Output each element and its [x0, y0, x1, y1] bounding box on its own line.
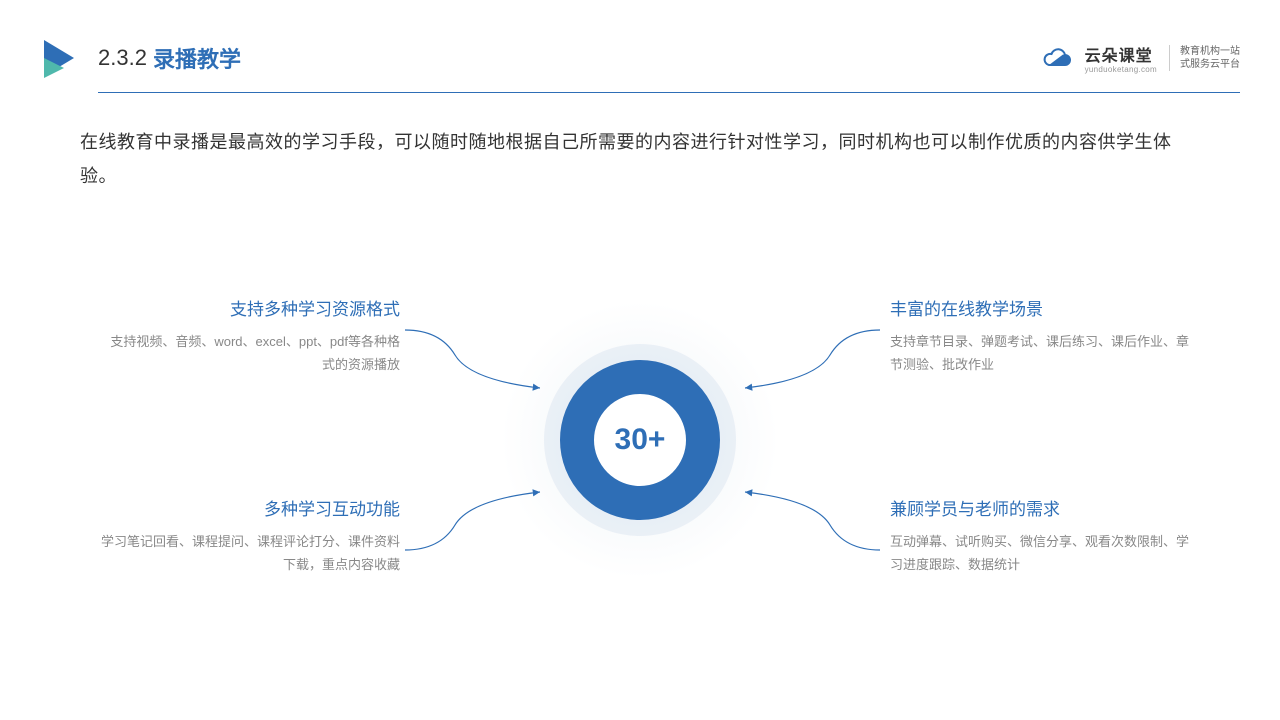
feature-desc: 支持章节目录、弹题考试、课后练习、课后作业、章节测验、批改作业 — [890, 330, 1190, 377]
section-title: 录播教学 — [153, 42, 241, 74]
feature-desc: 学习笔记回看、课程提问、课程评论打分、课件资料下载，重点内容收藏 — [100, 530, 400, 577]
header-left: 2.3.2 录播教学 — [40, 38, 241, 78]
feature-title: 丰富的在线教学场景 — [890, 295, 1190, 320]
tagline-line1: 教育机构一站 — [1180, 45, 1240, 58]
center-value: 30+ — [615, 423, 666, 457]
feature-top-right: 丰富的在线教学场景 支持章节目录、弹题考试、课后练习、课后作业、章节测验、批改作… — [890, 295, 1190, 377]
brand-domain: yunduoketang.com — [1085, 65, 1157, 74]
section-number: 2.3.2 — [98, 45, 147, 71]
center-ring: 30+ — [560, 360, 720, 520]
header-right: 云朵课堂 yunduoketang.com 教育机构一站 式服务云平台 — [1043, 42, 1240, 74]
feature-desc: 支持视频、音频、word、excel、ppt、pdf等各种格式的资源播放 — [100, 330, 400, 377]
cloud-icon — [1043, 47, 1073, 69]
brand-name: 云朵课堂 — [1085, 42, 1157, 66]
feature-bottom-right: 兼顾学员与老师的需求 互动弹幕、试听购买、微信分享、观看次数限制、学习进度跟踪、… — [890, 495, 1190, 577]
intro-paragraph: 在线教育中录播是最高效的学习手段，可以随时随地根据自己所需要的内容进行针对性学习… — [80, 125, 1200, 193]
feature-top-left: 支持多种学习资源格式 支持视频、音频、word、excel、ppt、pdf等各种… — [100, 295, 400, 377]
play-icon — [40, 38, 80, 78]
feature-title: 多种学习互动功能 — [100, 495, 400, 520]
brand-block: 云朵课堂 yunduoketang.com — [1085, 42, 1157, 74]
feature-desc: 互动弹幕、试听购买、微信分享、观看次数限制、学习进度跟踪、数据统计 — [890, 530, 1190, 577]
feature-title: 支持多种学习资源格式 — [100, 295, 400, 320]
header-underline — [98, 92, 1240, 93]
slide-header: 2.3.2 录播教学 云朵课堂 yunduoketang.com 教育机构一站 … — [40, 38, 1240, 78]
feature-title: 兼顾学员与老师的需求 — [890, 495, 1190, 520]
brand-tagline: 教育机构一站 式服务云平台 — [1169, 45, 1240, 71]
center-graphic: 30+ — [500, 300, 780, 580]
tagline-line2: 式服务云平台 — [1180, 58, 1240, 71]
feature-bottom-left: 多种学习互动功能 学习笔记回看、课程提问、课程评论打分、课件资料下载，重点内容收… — [100, 495, 400, 577]
